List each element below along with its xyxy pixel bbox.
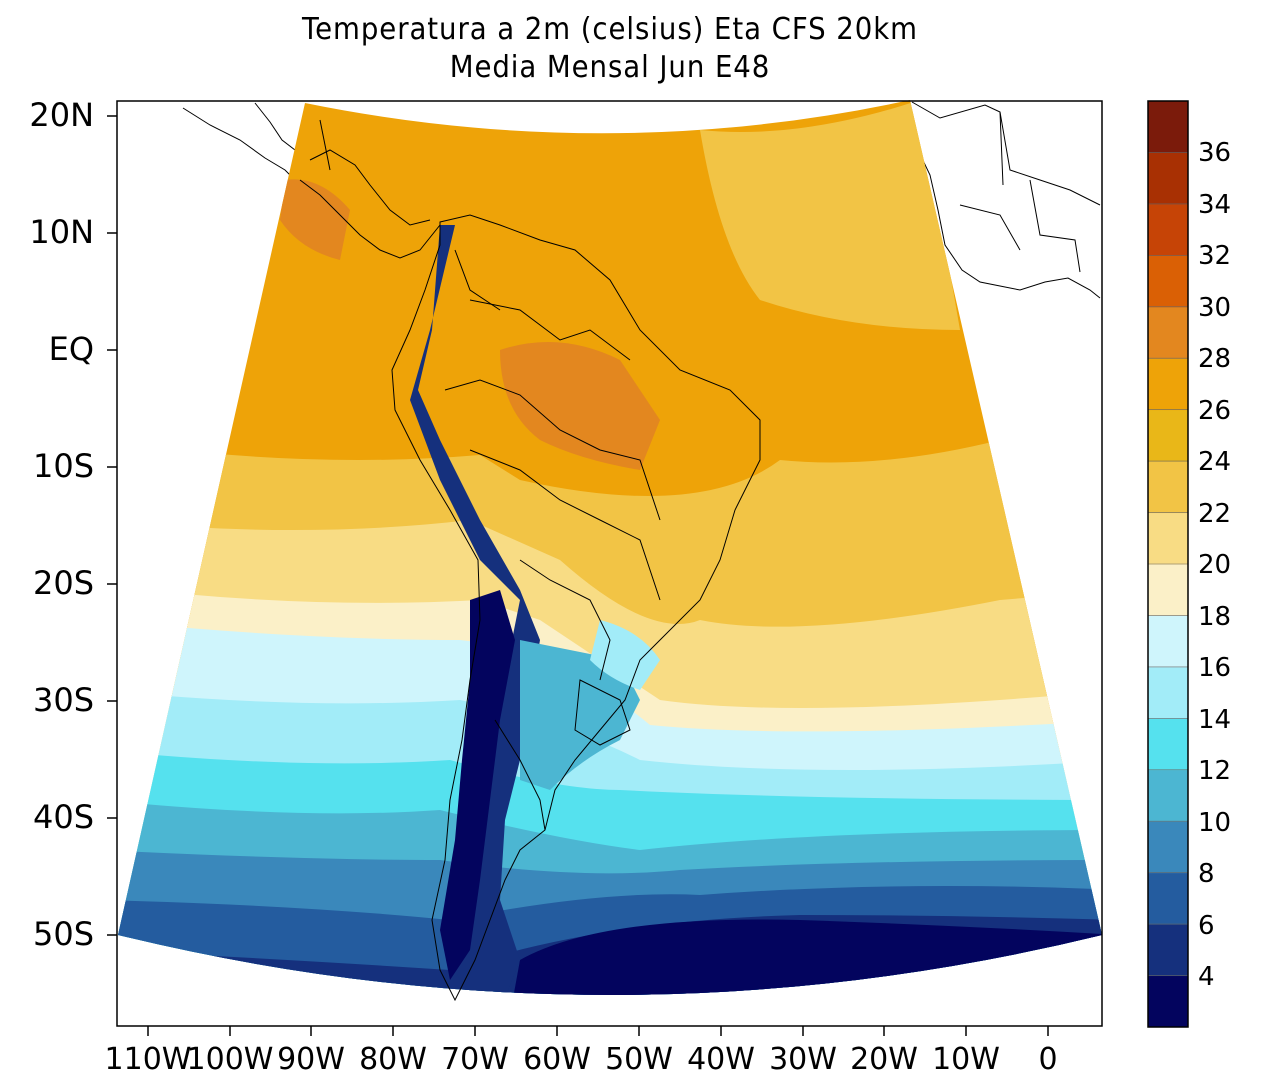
colorbar-label: 24 (1198, 447, 1232, 477)
colorbar-label: 28 (1198, 344, 1232, 374)
plot-frame (116, 100, 1103, 1027)
field-band-28-pacific (280, 179, 350, 260)
x-tick-label: 60W (523, 1042, 591, 1077)
colorbar-label: 8 (1198, 859, 1215, 889)
colorbar-swatch (1148, 821, 1188, 874)
colorbar-label: 12 (1198, 756, 1232, 786)
chart-title-line1: Temperatura a 2m (celsius) Eta CFS 20km (302, 12, 918, 47)
south-america-coastline (391, 214, 761, 1002)
colorbar-swatch (1148, 718, 1188, 771)
colorbar-label: 30 (1198, 293, 1232, 323)
central-america-coastline (299, 119, 441, 259)
field-land-pampas-cool (520, 640, 640, 790)
africa-coastline (911, 101, 1101, 299)
y-tick-label: 40S (32, 798, 94, 836)
colorbar-frame (1147, 100, 1189, 1028)
colorbar-label: 26 (1198, 396, 1232, 426)
x-tick-label: 40W (687, 1042, 755, 1077)
field-land-south-brazil (590, 620, 660, 690)
field-land-patagonia-4 (440, 590, 515, 980)
colorbar-swatch (1148, 615, 1188, 668)
colorbar-label: 22 (1198, 499, 1232, 529)
y-tick-label: 10S (32, 447, 94, 485)
colorbar-swatch (1148, 152, 1188, 205)
x-tick-label: 90W (277, 1042, 345, 1077)
colorbar-swatch (1148, 306, 1188, 359)
x-tick-label: 100W (186, 1042, 274, 1077)
colorbar-label: 10 (1198, 808, 1232, 838)
x-tick-label: 0 (1038, 1042, 1058, 1077)
colorbar-label: 34 (1198, 190, 1232, 220)
x-tick-label: 50W (605, 1042, 673, 1077)
y-tick-label: EQ (48, 330, 94, 368)
y-tick-label: 20S (32, 564, 94, 602)
colorbar-swatch (1148, 769, 1188, 822)
x-tick-label: 30W (769, 1042, 837, 1077)
x-tick-label: 110W (104, 1042, 192, 1077)
chart-title-line2: Media Mensal Jun E48 (449, 50, 771, 85)
colorbar-swatch (1148, 872, 1188, 925)
temperature-field (118, 100, 1102, 995)
x-axis-ticks (147, 1026, 1049, 1036)
y-tick-label: 20N (29, 96, 94, 134)
colorbar-swatch (1148, 255, 1188, 308)
colorbar-label: 6 (1198, 911, 1215, 941)
colorbar-label: 14 (1198, 705, 1232, 735)
field-band-24-atlantic-north (700, 100, 960, 330)
colorbar-swatch (1148, 975, 1188, 1028)
colorbar-label: 4 (1198, 962, 1215, 992)
y-tick-label: 30S (32, 681, 94, 719)
colorbar-label: 20 (1198, 550, 1232, 580)
colorbar-swatch (1148, 564, 1188, 616)
colorbar-swatch (1148, 512, 1188, 565)
colorbar-swatch (1148, 461, 1188, 514)
colorbar-swatch (1148, 666, 1188, 719)
colorbar-label: 18 (1198, 602, 1232, 632)
colorbar-label: 36 (1198, 138, 1232, 168)
x-tick-label: 80W (359, 1042, 427, 1077)
colorbar-label: 32 (1198, 241, 1232, 271)
colorbar-swatch (1148, 101, 1188, 153)
colorbar-swatch (1148, 358, 1188, 411)
colorbar-label: 16 (1198, 653, 1232, 683)
colorbar (1148, 101, 1188, 1028)
y-tick-label: 50S (32, 915, 94, 953)
x-tick-label: 20W (850, 1042, 918, 1077)
y-axis-ticks (107, 115, 117, 936)
mexico-coastline (182, 102, 299, 184)
x-tick-label: 70W (441, 1042, 509, 1077)
colorbar-swatch (1148, 203, 1188, 256)
colorbar-swatch (1148, 409, 1188, 462)
x-tick-label: 10W (932, 1042, 1000, 1077)
y-tick-label: 10N (29, 213, 94, 251)
field-land-amazon-28 (500, 342, 660, 470)
colorbar-swatch (1148, 924, 1188, 977)
